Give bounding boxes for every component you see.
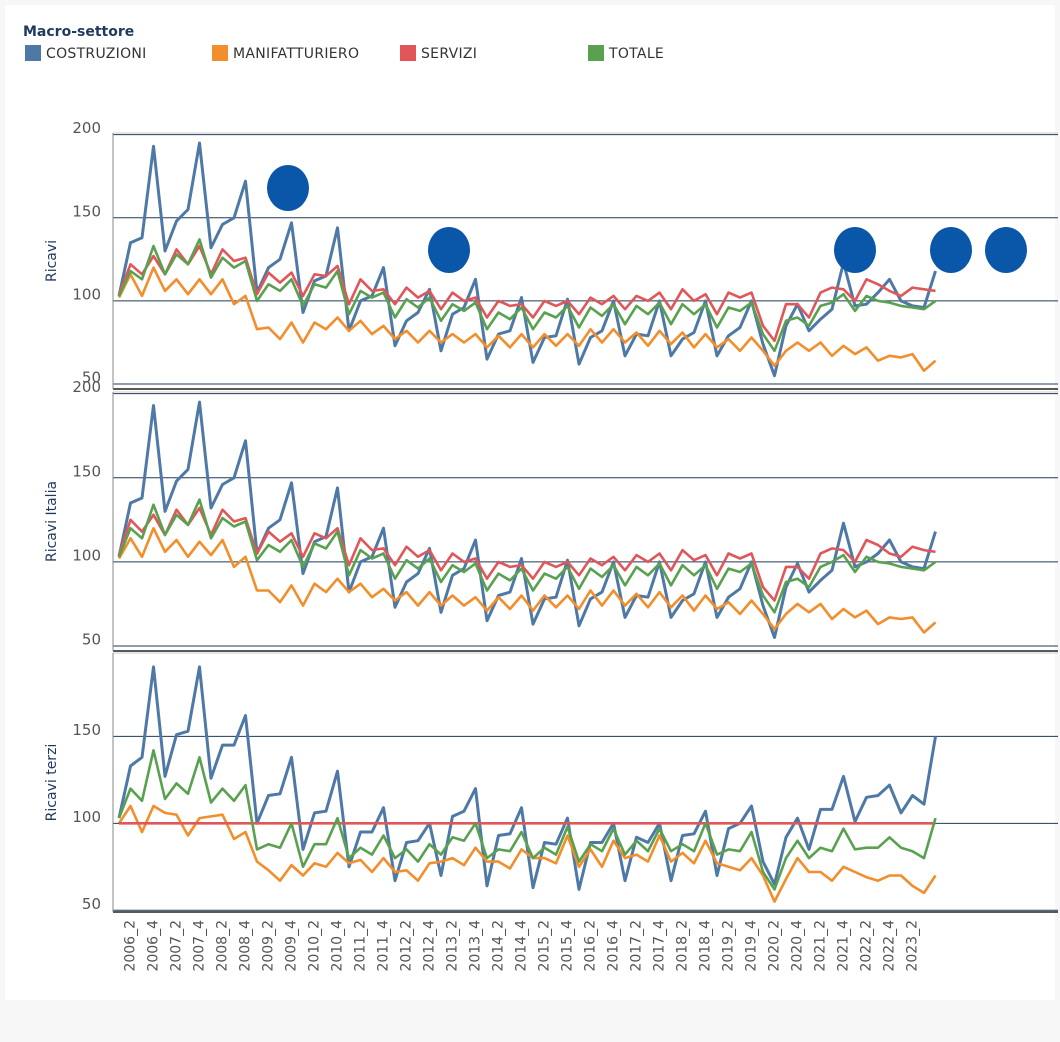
x-tick-label: 2012_4 [422, 920, 438, 972]
legend-swatch [588, 45, 604, 61]
y-tick-label: 200 [72, 119, 101, 137]
legend-label: TOTALE [608, 46, 664, 62]
x-tick-label: 2021_2 [813, 920, 829, 972]
panel-background [5, 5, 1055, 1000]
legend-swatch [25, 45, 41, 61]
series-line [117, 238, 937, 353]
marker-circle [985, 227, 1027, 273]
x-tick-label: 2023_2 [905, 920, 921, 972]
legend-label: MANIFATTURIERO [233, 46, 359, 62]
series-line [117, 804, 937, 903]
x-tick-label: 2019_2 [721, 920, 737, 972]
y-tick-label: 50 [82, 630, 101, 648]
y-tick-label: 150 [72, 202, 101, 220]
legend-swatch [212, 45, 228, 61]
legend-label: SERVIZI [421, 46, 477, 62]
x-tick-label: 2016_2 [583, 920, 599, 972]
y-tick-label: 100 [72, 546, 101, 564]
x-tick-label: 2013_4 [468, 920, 484, 972]
x-tick-label: 2006_2 [123, 920, 139, 972]
x-tick-label: 2015_4 [560, 920, 576, 972]
marker-circle [834, 227, 876, 273]
x-tick-label: 2022_2 [859, 920, 875, 972]
legend: COSTRUZIONI MANIFATTURIERO SERVIZI TOTALE [25, 45, 664, 62]
x-tick-label: 2018_4 [698, 920, 714, 972]
x-tick-label: 2016_4 [606, 920, 622, 972]
x-tick-label: 2013_2 [445, 920, 461, 972]
marker-circle [267, 165, 309, 211]
marker-circle [428, 227, 470, 273]
x-tick-label: 2009_2 [261, 920, 277, 972]
y-tick-label: 100 [72, 808, 101, 826]
y-axis-title: Ricavi Italia [44, 481, 60, 562]
x-tick-label: 2010_2 [307, 920, 323, 972]
y-tick-label: 50 [82, 369, 101, 387]
x-tick-label: 2015_2 [537, 920, 553, 972]
series-line [117, 266, 937, 372]
y-tick-label: 150 [72, 721, 101, 739]
series-line [117, 506, 936, 602]
series-line [117, 498, 937, 614]
x-tick-label: 2011_4 [376, 920, 392, 972]
series-line [117, 141, 937, 378]
x-tick-label: 2007_4 [192, 920, 208, 972]
x-tick-label: 2006_4 [146, 920, 162, 972]
x-tick-label: 2008_2 [215, 920, 231, 972]
x-tick-label: 2017_4 [652, 920, 668, 972]
x-tick-label: 2022_4 [882, 920, 898, 972]
series-line [117, 749, 937, 891]
plots: 50 100 150 200 Ricavi 50 100 150 200 Ricavi Itali… [44, 119, 1058, 972]
marker-circle [930, 227, 972, 273]
y-tick-label: 100 [72, 285, 101, 303]
x-tick-label: 2008_4 [238, 920, 254, 972]
x-tick-label: 2012_2 [399, 920, 415, 972]
y-tick-label: 50 [82, 895, 101, 913]
annotations [267, 165, 1027, 273]
y-tick-label: 150 [72, 462, 101, 480]
series-line [117, 526, 937, 634]
x-tick-label: 2018_2 [675, 920, 691, 972]
x-tick-label: 2020_4 [790, 920, 806, 972]
legend-label: COSTRUZIONI [46, 46, 147, 62]
x-tick-label: 2017_2 [629, 920, 645, 972]
x-tick-label: 2011_2 [353, 920, 369, 972]
y-axis-title: Ricavi terzi [44, 744, 60, 822]
x-tick-label: 2014_2 [491, 920, 507, 972]
y-axis-title: Ricavi [44, 240, 60, 282]
series-line [117, 244, 936, 343]
x-tick-label: 2020_2 [767, 920, 783, 972]
x-tick-label: 2014_4 [514, 920, 530, 972]
x-tick-label: 2019_4 [744, 920, 760, 972]
legend-title: Macro-settore [23, 24, 134, 40]
x-tick-label: 2009_4 [284, 920, 300, 972]
x-tick-label: 2010_4 [330, 920, 346, 972]
y-tick-label: 200 [72, 378, 101, 396]
x-tick-label: 2007_2 [169, 920, 185, 972]
x-tick-label: 2021_4 [836, 920, 852, 972]
legend-swatch [400, 45, 416, 61]
